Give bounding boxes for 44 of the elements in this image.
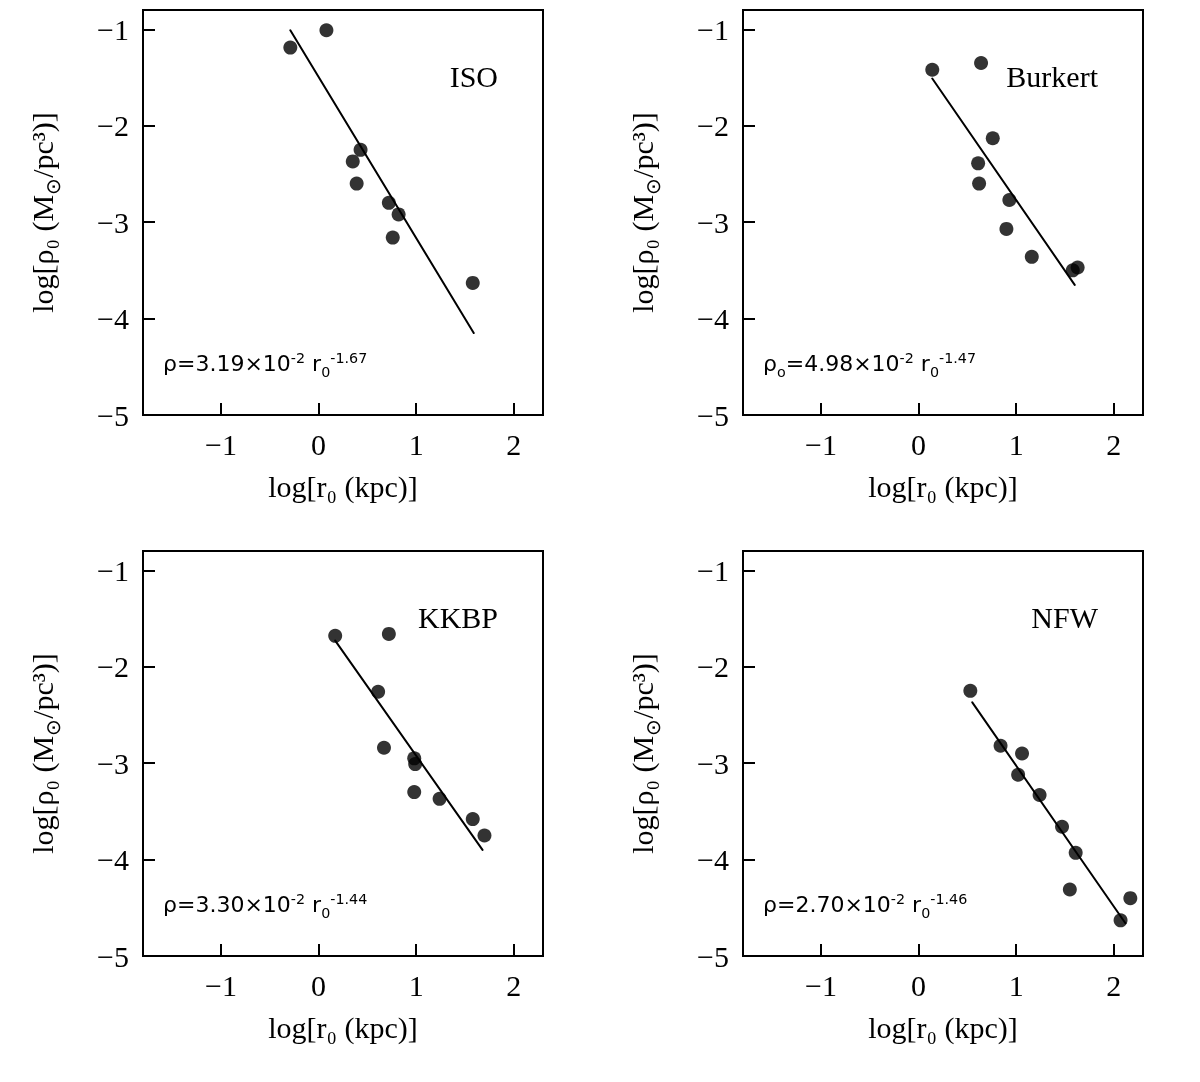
x-tick-label: 1 (1008, 968, 1024, 1002)
y-tick-label: −2 (97, 109, 129, 143)
y-tick-label: −5 (697, 398, 729, 432)
x-tick-label: 1 (408, 968, 424, 1002)
x-tick-label: 1 (1008, 427, 1024, 461)
x-tick-label: 2 (1106, 427, 1122, 461)
y-tick-label: −4 (697, 843, 729, 877)
x-tick-label: 0 (911, 968, 927, 1002)
y-tick-label: −1 (697, 12, 729, 46)
x-axis-title: log[r₀ (kpc)] (267, 1011, 419, 1045)
x-axis-title: log[r₀ (kpc)] (867, 470, 1019, 504)
y-tick-label: −1 (97, 12, 129, 46)
x-tick-label: −1 (205, 968, 238, 1002)
y-tick-label: −3 (97, 205, 129, 239)
x-tick-label: 2 (1106, 968, 1122, 1002)
text: NFW (1031, 601, 1098, 635)
x-axis-title: log[r₀ (kpc)] (867, 1011, 1019, 1045)
y-tick-label: −1 (697, 553, 729, 587)
y-tick-label: −2 (97, 650, 129, 684)
y-tick-label: −2 (697, 650, 729, 684)
x-tick-label: 2 (506, 427, 522, 461)
y-tick-label: −5 (97, 398, 129, 432)
text: KKBP (417, 601, 498, 635)
x-tick-label: −1 (805, 427, 838, 461)
y-tick-label: −1 (97, 553, 129, 587)
x-tick-label: 1 (408, 427, 424, 461)
x-tick-label: 0 (311, 968, 327, 1002)
x-tick-label: 2 (506, 968, 522, 1002)
y-tick-label: −5 (97, 939, 129, 973)
x-tick-label: −1 (805, 968, 838, 1002)
y-tick-label: −4 (697, 302, 729, 336)
text: ISO (449, 60, 498, 94)
y-tick-label: −3 (97, 746, 129, 780)
y-tick-label: −3 (697, 746, 729, 780)
x-tick-label: 0 (911, 427, 927, 461)
y-tick-label: −4 (97, 302, 129, 336)
y-tick-label: −4 (97, 843, 129, 877)
x-axis-title: log[r₀ (kpc)] (267, 470, 419, 504)
text: Burkert (1006, 60, 1098, 94)
x-tick-label: 0 (311, 427, 327, 461)
y-tick-label: −2 (697, 109, 729, 143)
x-tick-label: −1 (205, 427, 238, 461)
y-tick-label: −3 (697, 205, 729, 239)
y-tick-label: −5 (697, 939, 729, 973)
